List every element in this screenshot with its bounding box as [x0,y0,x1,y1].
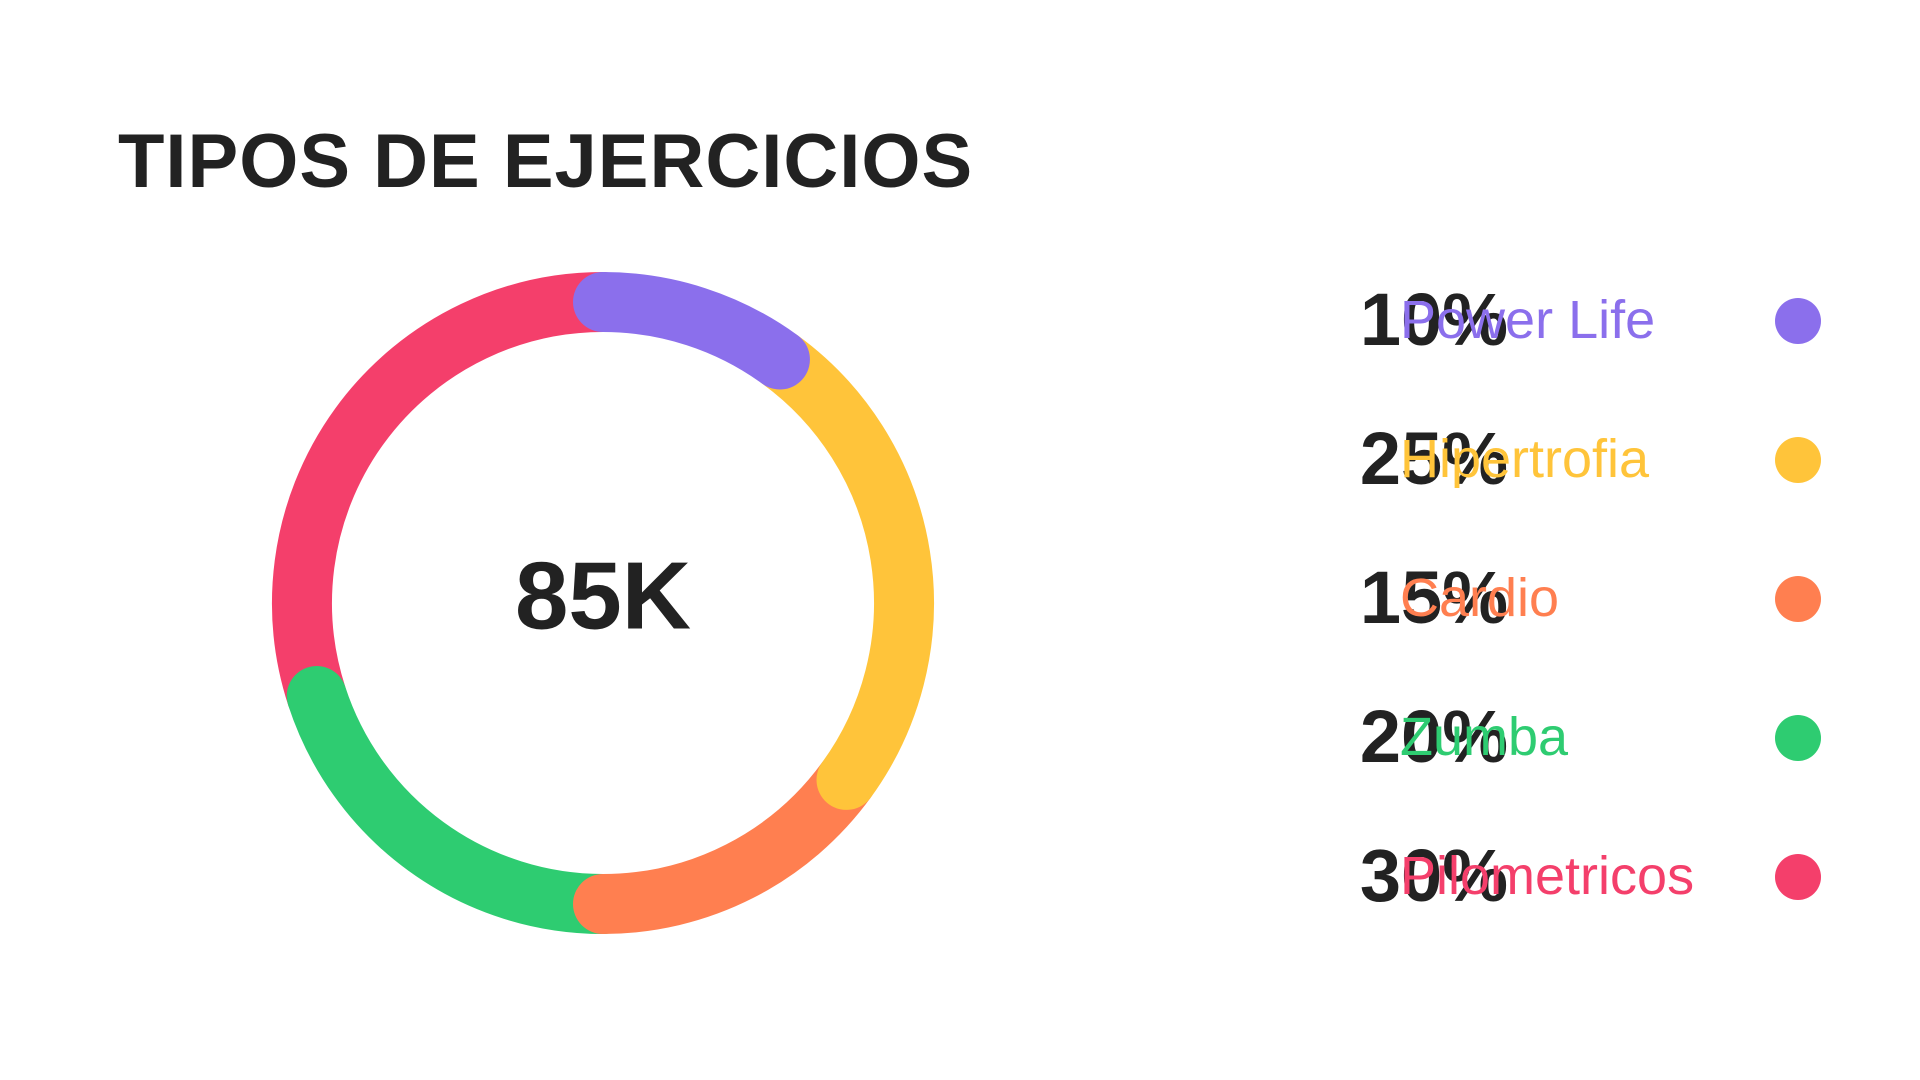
legend-percentage: 15% [1359,556,1508,639]
donut-arcs [272,272,934,934]
legend-percentage: 25% [1359,417,1508,500]
donut-slice-pilometricos [272,272,633,727]
legend-label: Cardio [1400,568,1560,628]
legend-dot [1775,298,1821,344]
legend-item-power-life: 10% Power Life [1150,270,1850,409]
legend-dot [1775,576,1821,622]
legend-percentage: 20% [1359,695,1508,778]
donut-slice-zumba [286,666,633,934]
legend: 10% Power Life 25% Hipertrofia 15% Cardi… [1150,270,1850,965]
donut-slice-cardio [573,749,877,934]
legend-label: Pilometricos [1400,846,1695,906]
legend-dot [1775,437,1821,483]
legend-label: Power Life [1400,290,1656,350]
legend-item-zumba: 20% Zumba [1150,687,1850,826]
legend-label: Zumba [1400,707,1569,767]
chart-title: TIPOS DE EJERCICIOS [118,119,974,204]
center-value: 85K [515,542,691,649]
legend-percentage: 10% [1359,278,1508,361]
legend-percentage: 30% [1359,834,1508,917]
donut-slice-power-life [573,272,810,390]
legend-item-pilometricos: 30% Pilometricos [1150,826,1850,965]
legend-dot [1775,854,1821,900]
legend-dot [1775,715,1821,761]
legend-item-cardio: 15% Cardio [1150,548,1850,687]
legend-item-hipertrofia: 25% Hipertrofia [1150,409,1850,548]
legend-label: Hipertrofia [1400,429,1650,489]
donut-slice-hipertrofia [749,329,934,810]
